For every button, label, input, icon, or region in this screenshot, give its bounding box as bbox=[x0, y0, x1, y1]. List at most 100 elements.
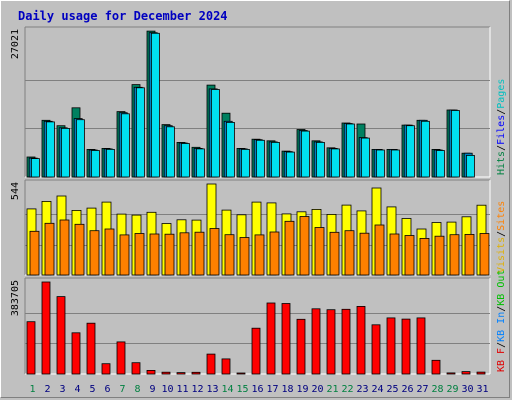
day-label: 8 bbox=[134, 384, 140, 395]
panel-sites: 544 Visits/Sites bbox=[10, 179, 507, 276]
bar-pages bbox=[255, 139, 265, 178]
bar-kb-f bbox=[341, 308, 351, 375]
day-label: 29 bbox=[446, 384, 458, 395]
bar-pages bbox=[180, 143, 190, 178]
day-label: 13 bbox=[206, 384, 218, 395]
legend-entry: Hits bbox=[496, 151, 507, 175]
bar-sites bbox=[284, 220, 295, 276]
bar-sites bbox=[404, 235, 415, 276]
bar-kb-f bbox=[101, 363, 111, 375]
bar-sites bbox=[449, 234, 460, 276]
bar-sites bbox=[479, 233, 490, 276]
bar-sites bbox=[374, 224, 385, 276]
bar-sites bbox=[164, 233, 175, 276]
bar-pages bbox=[30, 158, 40, 178]
bar-sites bbox=[329, 231, 340, 276]
bar-sites bbox=[434, 235, 445, 276]
bar-pages bbox=[46, 121, 55, 178]
day-label: 1 bbox=[29, 384, 35, 395]
bar-kb-f bbox=[251, 327, 261, 375]
y-max-label: 544 bbox=[10, 182, 21, 200]
legend-entry: Visits bbox=[496, 237, 507, 273]
bar-sites bbox=[239, 237, 250, 276]
bar-kb-f bbox=[266, 302, 276, 375]
bar-kb-f bbox=[431, 359, 441, 375]
bar-kb-f bbox=[371, 324, 381, 375]
day-label: 30 bbox=[461, 384, 473, 395]
series-pages bbox=[30, 32, 475, 178]
bar-kb-f bbox=[161, 371, 171, 375]
bar-sites bbox=[104, 228, 115, 276]
bar-kb-f bbox=[26, 321, 36, 375]
bar-kb-f bbox=[86, 322, 96, 375]
day-label: 2 bbox=[44, 384, 50, 395]
legend-entry: / bbox=[496, 306, 507, 312]
bar-sites bbox=[419, 237, 430, 276]
bar-kb-f bbox=[416, 317, 426, 375]
bar-pages bbox=[330, 148, 340, 178]
legend-entry: / bbox=[496, 342, 507, 348]
bar-pages bbox=[360, 137, 370, 178]
bar-kb-f bbox=[236, 372, 246, 375]
bar-sites bbox=[224, 234, 235, 276]
bar-pages bbox=[375, 149, 385, 178]
day-label: 23 bbox=[356, 384, 368, 395]
y-max-label: 27021 bbox=[10, 29, 21, 59]
bar-sites bbox=[119, 234, 130, 276]
day-label: 14 bbox=[221, 384, 233, 395]
legend-entry: KB Out bbox=[496, 270, 507, 306]
panel-legend: Visits/Sites bbox=[496, 201, 507, 273]
bar-pages bbox=[465, 154, 475, 178]
bar-sites bbox=[89, 230, 100, 276]
series-kb-f bbox=[26, 281, 486, 375]
legend-entry: Files bbox=[496, 115, 507, 145]
bar-pages bbox=[285, 151, 295, 178]
bar-pages bbox=[225, 122, 235, 178]
bar-pages bbox=[76, 119, 85, 178]
day-label: 26 bbox=[401, 384, 413, 395]
bar-kb-f bbox=[311, 308, 321, 375]
bar-pages bbox=[165, 126, 175, 178]
bar-kb-f bbox=[461, 371, 471, 375]
day-label: 22 bbox=[341, 384, 353, 395]
day-label: 4 bbox=[74, 384, 80, 395]
bar-kb-f bbox=[221, 358, 231, 375]
bar-pages bbox=[150, 32, 160, 178]
bar-pages bbox=[315, 141, 325, 178]
bar-sites bbox=[389, 233, 400, 276]
day-label: 27 bbox=[416, 384, 428, 395]
bar-pages bbox=[210, 89, 220, 178]
bar-kb-f bbox=[71, 332, 81, 375]
bar-pages bbox=[300, 130, 310, 178]
bar-kb-f bbox=[131, 362, 141, 375]
day-axis-labels: 1 2 3 4 5 6 7 8 9 10 11 12 13 14 15 16 17 18 19 20 21 22 23 24 2… bbox=[29, 384, 488, 395]
day-label: 18 bbox=[281, 384, 293, 395]
day-label: 16 bbox=[251, 384, 263, 395]
bar-kb-f bbox=[476, 371, 486, 375]
bar-sites bbox=[59, 219, 70, 276]
bar-sites bbox=[269, 231, 280, 276]
day-label: 9 bbox=[149, 384, 155, 395]
bar-pages bbox=[270, 141, 280, 178]
day-label: 5 bbox=[89, 384, 95, 395]
bar-sites bbox=[194, 231, 205, 276]
bar-pages bbox=[435, 150, 445, 178]
day-label: 21 bbox=[326, 384, 338, 395]
day-label: 12 bbox=[191, 384, 203, 395]
bar-pages bbox=[345, 123, 355, 178]
bar-pages bbox=[195, 148, 205, 178]
y-max-label: 383705 bbox=[10, 280, 21, 316]
bar-sites bbox=[44, 222, 55, 276]
bar-kb-f bbox=[206, 353, 216, 375]
bar-kb-f bbox=[176, 372, 186, 375]
panel-legend: Hits/Files/Pages bbox=[496, 79, 507, 175]
bar-sites bbox=[344, 230, 355, 276]
bar-kb-f bbox=[41, 281, 51, 375]
legend-entry: Pages bbox=[496, 79, 507, 109]
bar-kb-f bbox=[146, 369, 156, 375]
bar-pages bbox=[450, 110, 460, 178]
legend-entry: / bbox=[496, 145, 507, 151]
